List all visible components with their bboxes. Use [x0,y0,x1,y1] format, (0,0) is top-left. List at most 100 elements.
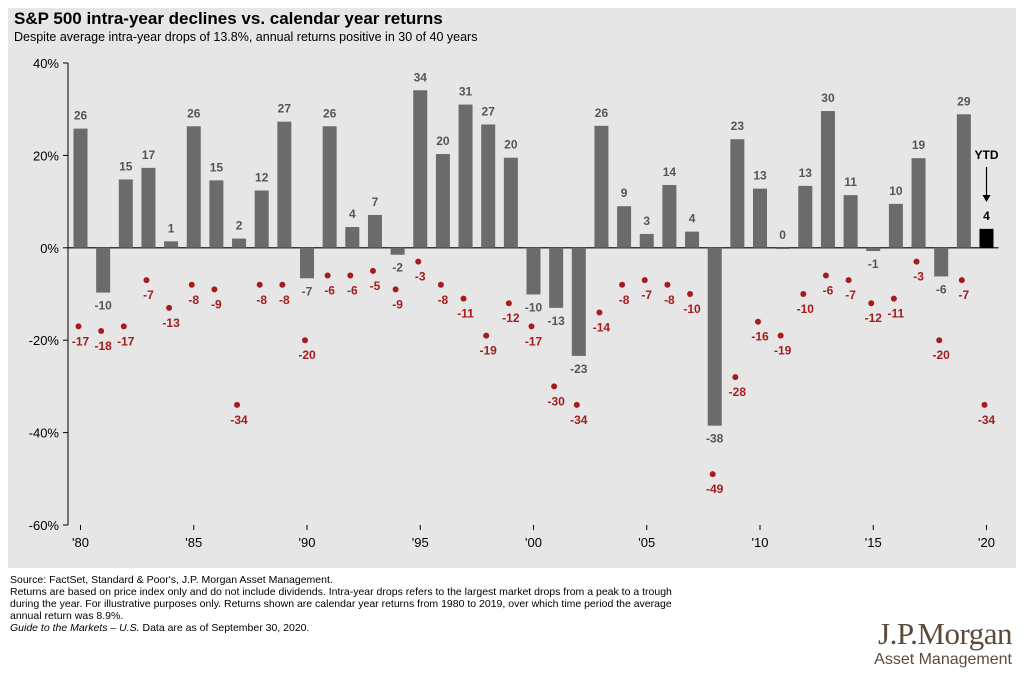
return-bar [594,125,609,248]
decline-label: -11 [457,307,474,321]
footnote-returns-3: annual return was 8.9%. [10,610,124,622]
decline-label: -9 [211,297,222,311]
return-label: -1 [868,257,879,271]
decline-label: -10 [683,302,701,316]
return-label: -2 [392,261,403,275]
x-tick-label: '00 [525,535,542,550]
annual-return-bars: 26-1015171261521227-72647-23420312720-10… [73,70,994,446]
decline-dot [324,272,331,279]
return-bar [232,238,247,248]
chart-title: S&P 500 intra-year declines vs. calendar… [14,9,443,28]
return-label: 23 [731,119,745,133]
decline-label: -8 [664,293,675,307]
return-label: 15 [210,160,224,174]
return-bar [254,190,269,248]
return-bar [345,227,360,248]
decline-label: -49 [706,482,724,496]
decline-label: -13 [162,316,180,330]
return-bar [843,195,858,248]
y-tick-label: -60% [29,518,60,533]
return-bar [141,167,156,248]
y-tick-label: 40% [33,56,59,71]
return-bar [209,180,224,248]
decline-dot [958,277,965,284]
return-bar [707,247,722,426]
return-label: 20 [504,138,518,152]
return-bar [164,241,179,248]
return-label: 13 [753,169,767,183]
return-label: 4 [689,212,696,226]
return-bar [798,185,813,248]
decline-dot [936,337,943,344]
chart-panel [8,8,1016,568]
return-bar [390,247,405,255]
decline-dot [573,401,580,408]
return-label: -6 [936,282,947,296]
footnote-source: Source: FactSet, Standard & Poor's, J.P.… [10,574,333,586]
decline-label: -34 [978,413,996,427]
x-tick-label: '20 [978,535,995,550]
return-label: 3 [643,214,650,228]
decline-dot [800,291,807,297]
ytd-text: YTD [975,148,999,162]
decline-label: -30 [547,394,565,408]
decline-dot [98,327,105,334]
decline-dot [664,281,671,288]
decline-label: -8 [438,293,449,307]
decline-dot [256,281,263,288]
return-bar [662,184,677,248]
decline-label: -17 [72,334,90,348]
return-bar [458,104,473,248]
return-bar [118,179,133,248]
decline-dot [596,309,603,316]
return-label: 1 [168,221,175,235]
decline-dot [234,401,241,408]
decline-label: -8 [256,293,267,307]
decline-label: -6 [347,284,358,298]
decline-dot [143,277,150,284]
return-label: 26 [187,106,201,120]
return-bar [526,247,541,295]
ytd-arrow-head [982,195,991,202]
decline-dot [687,291,694,297]
return-label: 11 [844,175,857,189]
x-tick-label: '95 [412,535,429,550]
return-bar [866,247,881,252]
decline-dot [777,332,784,339]
decline-label: -5 [370,279,381,293]
decline-label: -6 [823,284,834,298]
decline-label: -3 [415,270,426,284]
decline-dot [981,401,988,408]
return-label: 0 [779,228,786,242]
return-bar [888,203,903,248]
decline-dot [483,332,490,339]
decline-dot [641,277,648,284]
decline-label: -28 [729,385,747,399]
chart-subtitle: Despite average intra-year drops of 13.8… [14,30,478,44]
decline-label: -18 [94,339,112,353]
return-bar [753,188,767,248]
return-label: 20 [436,134,450,148]
return-label: 13 [799,166,813,180]
decline-label: -10 [797,302,815,316]
decline-dot [551,383,558,390]
return-bar [730,139,745,248]
guide-date: Data are as of September 30, 2020. [139,622,310,634]
intra-year-decline-dots: -17 -18 -17 -7 -13 -8 -9 -34 -8 -8 -20 -6 -6 -5 -9 -3 -8… [72,258,996,496]
decline-label: -14 [593,320,611,334]
y-tick-label: -20% [29,333,60,348]
return-label: -10 [525,300,543,314]
footnotes: Source: FactSet, Standard & Poor's, J.P.… [10,574,810,634]
ytd-annotation: YTD [975,148,999,202]
decline-label: -16 [751,330,769,344]
decline-label: -34 [570,413,588,427]
footnote-guide: Guide to the Markets – U.S. Data are as … [10,622,810,634]
return-bar [96,247,111,293]
decline-dot [460,295,467,302]
return-label: 14 [663,165,677,179]
decline-dot [890,295,897,302]
decline-dot [415,258,422,265]
decline-label: -20 [298,348,316,362]
ytd-bar [979,228,994,248]
